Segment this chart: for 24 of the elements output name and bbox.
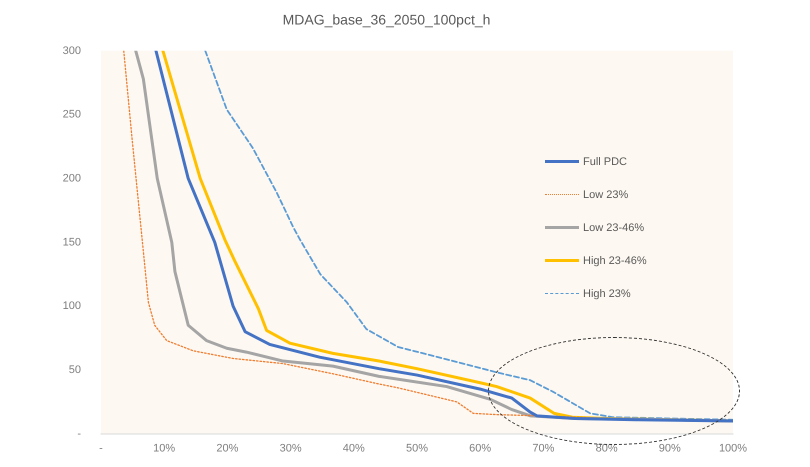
x-tick-label: - — [99, 442, 104, 454]
legend-label: High 23-46% — [583, 254, 647, 266]
x-tick-label: 10% — [153, 442, 176, 454]
chart-title: MDAG_base_36_2050_100pct_h — [282, 11, 490, 28]
legend-label: High 23% — [583, 288, 631, 300]
x-tick-label: 100% — [718, 442, 748, 454]
x-tick-label: 30% — [280, 442, 302, 454]
y-tick-label: 200 — [62, 172, 81, 184]
y-tick-label: 250 — [62, 108, 81, 121]
x-tick-label: 40% — [342, 442, 366, 454]
y-tick-label: 50 — [68, 364, 81, 376]
x-tick-label: 80% — [596, 442, 618, 454]
y-tick-label: 150 — [62, 236, 81, 248]
y-tick-label: 100 — [62, 300, 81, 312]
y-tick-label: 300 — [62, 44, 81, 57]
x-tick-label: 60% — [469, 442, 492, 454]
x-tick-label: 70% — [532, 442, 555, 454]
legend-label: Low 23% — [583, 188, 628, 200]
legend-label: Full PDC — [583, 156, 628, 168]
x-tick-label: 90% — [658, 442, 682, 454]
x-tick-label: 50% — [406, 442, 428, 454]
y-tick-label: - — [77, 428, 82, 440]
legend-label: Low 23-46% — [583, 222, 644, 234]
x-tick-label: 20% — [216, 442, 239, 454]
